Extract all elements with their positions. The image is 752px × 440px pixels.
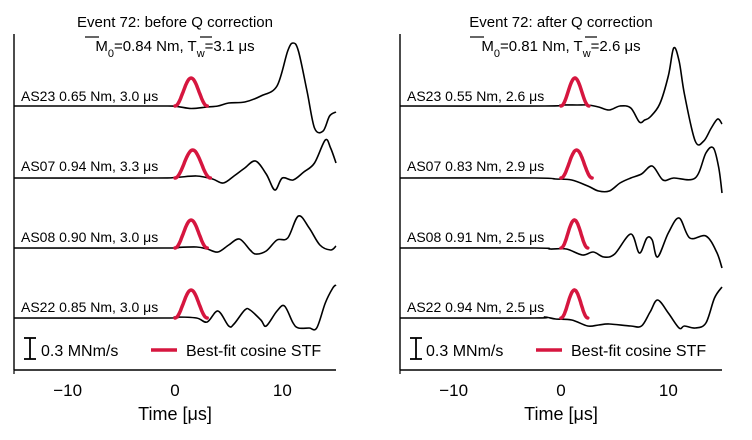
waveform-AS22 — [399, 286, 723, 330]
trace-label: AS08 0.90 Nm, 3.0 μs — [21, 229, 158, 245]
legend-label: Best-fit cosine STF — [571, 343, 706, 360]
waveform-AS08 — [13, 215, 337, 255]
m0-subscript: 0 — [108, 48, 114, 60]
m0-symbol: M — [481, 38, 494, 55]
panel-title: Event 72: after Q correction — [469, 14, 652, 31]
panel-title: Event 72: before Q correction — [77, 14, 273, 31]
stf-AS23 — [173, 76, 209, 108]
scale-bar-label: 0.3 MNm/s — [426, 343, 503, 360]
panel-after-q: Event 72: after Q correction M0=0.81 Nm,… — [399, 14, 723, 424]
scale-bar — [24, 337, 36, 360]
x-tick-label: −10 — [439, 381, 468, 400]
trace-label: AS22 0.94 Nm, 2.5 μs — [407, 299, 544, 315]
tw-value: =3.1 μs — [205, 38, 255, 55]
trace-label: AS08 0.91 Nm, 2.5 μs — [407, 229, 544, 245]
stf-AS08 — [173, 218, 209, 250]
trace-label: AS23 0.55 Nm, 2.6 μs — [407, 88, 544, 104]
x-ticks: −10 0 10 — [13, 370, 292, 400]
stf-AS08 — [559, 218, 590, 250]
x-ticks: −10 0 10 — [399, 370, 678, 400]
trace-label: AS07 0.83 Nm, 2.9 μs — [407, 158, 544, 174]
stf-AS22 — [559, 288, 590, 320]
stf-AS07 — [173, 148, 213, 180]
trace-label: AS23 0.65 Nm, 3.0 μs — [21, 88, 158, 104]
tw-subscript: w — [582, 48, 591, 60]
traces — [13, 42, 337, 331]
m0-symbol: M — [95, 38, 108, 55]
x-tick-label: 0 — [556, 381, 565, 400]
waveform-AS23 — [14, 42, 337, 134]
waveform-AS22 — [13, 284, 337, 331]
x-axis-title: Time [μs] — [138, 404, 212, 424]
panel-before-q: Event 72: before Q correction M0=0.84 Nm… — [13, 14, 337, 424]
panel-subtitle: M0=0.84 Nm, Tw=3.1 μs — [95, 38, 254, 60]
stf-AS07 — [559, 148, 594, 180]
traces — [399, 46, 723, 330]
scale-bar — [410, 337, 422, 360]
x-tick-label: 10 — [659, 381, 678, 400]
m0-subscript: 0 — [494, 48, 500, 60]
scale-bar-label: 0.3 MNm/s — [41, 343, 118, 360]
m0-value: =0.81 Nm, — [500, 38, 574, 55]
legend-label: Best-fit cosine STF — [186, 343, 321, 360]
tw-symbol: T — [574, 38, 583, 55]
waveform-AS07 — [399, 146, 723, 194]
waveform-AS07 — [13, 138, 337, 191]
trace-label: AS07 0.94 Nm, 3.3 μs — [21, 158, 158, 174]
x-tick-label: 0 — [170, 381, 179, 400]
panel-subtitle: M0=0.81 Nm, Tw=2.6 μs — [481, 38, 640, 60]
tw-value: =2.6 μs — [591, 38, 641, 55]
stf-AS23 — [559, 76, 591, 108]
m0-value: =0.84 Nm, — [114, 38, 188, 55]
waveform-AS23 — [399, 46, 723, 146]
x-axis-title: Time [μs] — [524, 404, 598, 424]
x-tick-label: −10 — [53, 381, 82, 400]
trace-label: AS22 0.85 Nm, 3.0 μs — [21, 299, 158, 315]
tw-symbol: T — [188, 38, 197, 55]
stf-AS22 — [173, 288, 209, 320]
x-tick-label: 10 — [273, 381, 292, 400]
tw-subscript: w — [196, 48, 205, 60]
